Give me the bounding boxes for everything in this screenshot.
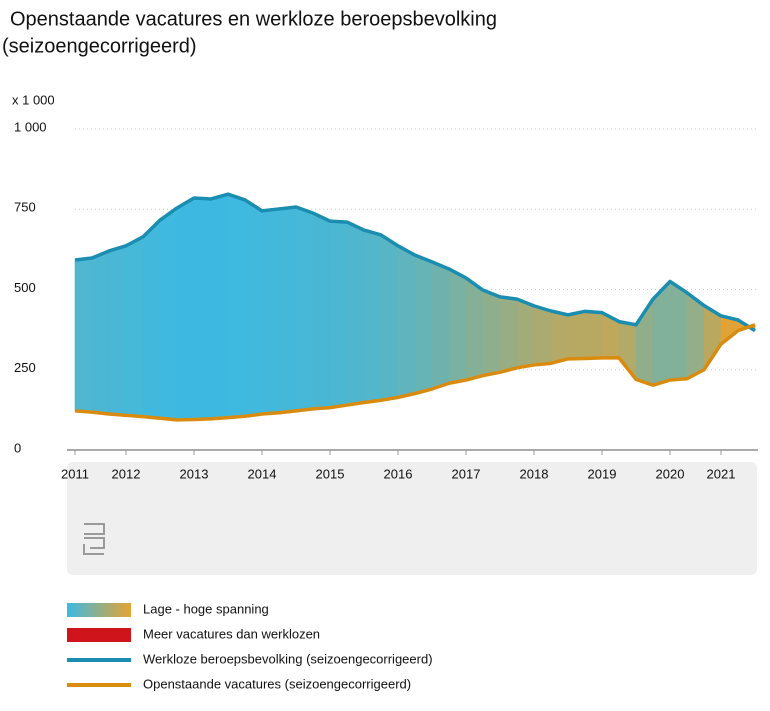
tension-area bbox=[125, 236, 144, 417]
tension-area bbox=[159, 207, 178, 421]
tension-area bbox=[584, 311, 603, 359]
tension-area bbox=[142, 219, 161, 419]
tension-area bbox=[567, 310, 586, 360]
tension-area bbox=[193, 197, 212, 420]
x-tick-label: 2015 bbox=[316, 466, 345, 481]
legend-label: Lage - hoge spanning bbox=[143, 601, 269, 616]
tension-area bbox=[397, 245, 416, 398]
tension-area bbox=[482, 289, 501, 376]
tension-area bbox=[91, 250, 110, 415]
logo bbox=[83, 523, 105, 555]
tension-area bbox=[278, 206, 297, 414]
x-tick-label: 2018 bbox=[520, 466, 549, 481]
tension-area bbox=[108, 245, 127, 416]
y-tick-label: 750 bbox=[14, 200, 36, 215]
x-tick-label: 2013 bbox=[180, 466, 209, 481]
x-tick-label: 2021 bbox=[707, 466, 736, 481]
legend-swatch bbox=[67, 603, 131, 617]
tension-area bbox=[516, 298, 535, 369]
x-tick-label: 2011 bbox=[61, 466, 89, 481]
tension-area bbox=[295, 206, 314, 412]
tension-area bbox=[74, 257, 93, 413]
tension-area bbox=[550, 310, 569, 364]
tension-area bbox=[312, 212, 331, 410]
y-tick-label: 500 bbox=[14, 280, 36, 295]
legend-label: Openstaande vacatures (seizoengecorrigee… bbox=[143, 676, 411, 691]
series-line bbox=[74, 323, 756, 422]
tension-area bbox=[346, 221, 365, 406]
y-unit: x 1 000 bbox=[12, 92, 55, 107]
tension-area bbox=[210, 193, 229, 420]
y-tick-label: 1 000 bbox=[14, 119, 47, 134]
series-line bbox=[74, 192, 756, 333]
tension-area bbox=[533, 305, 552, 366]
legend-label: Meer vacatures dan werklozen bbox=[143, 626, 320, 641]
x-tick-label: 2019 bbox=[588, 466, 617, 481]
chart-title: Openstaande vacatures en werkloze beroep… bbox=[10, 8, 497, 30]
tension-area bbox=[244, 199, 263, 417]
tension-area bbox=[363, 229, 382, 403]
tension-area bbox=[499, 296, 518, 373]
tension-area bbox=[380, 234, 399, 401]
legend-swatch bbox=[67, 628, 131, 642]
chart-subtitle: (seizoengecorrigeerd) bbox=[2, 35, 197, 57]
x-tick-label: 2014 bbox=[248, 466, 277, 481]
tension-area bbox=[227, 193, 246, 418]
tension-area bbox=[329, 220, 348, 408]
legend-label: Werkloze beroepsbevolking (seizoengecorr… bbox=[143, 651, 433, 666]
x-tick-label: 2016 bbox=[384, 466, 413, 481]
tension-area bbox=[465, 277, 484, 381]
y-tick-label: 0 bbox=[14, 440, 21, 455]
tension-area bbox=[176, 197, 195, 421]
tension-area bbox=[431, 261, 450, 390]
x-tick-label: 2012 bbox=[112, 466, 141, 481]
tension-area bbox=[261, 208, 280, 415]
tension-area bbox=[448, 268, 467, 384]
x-tick-label: 2017 bbox=[452, 466, 481, 481]
tension-area bbox=[669, 280, 688, 381]
tension-area bbox=[414, 254, 433, 394]
x-tick-label: 2020 bbox=[656, 466, 685, 481]
footer-panel bbox=[67, 462, 757, 575]
y-tick-label: 250 bbox=[14, 360, 36, 375]
